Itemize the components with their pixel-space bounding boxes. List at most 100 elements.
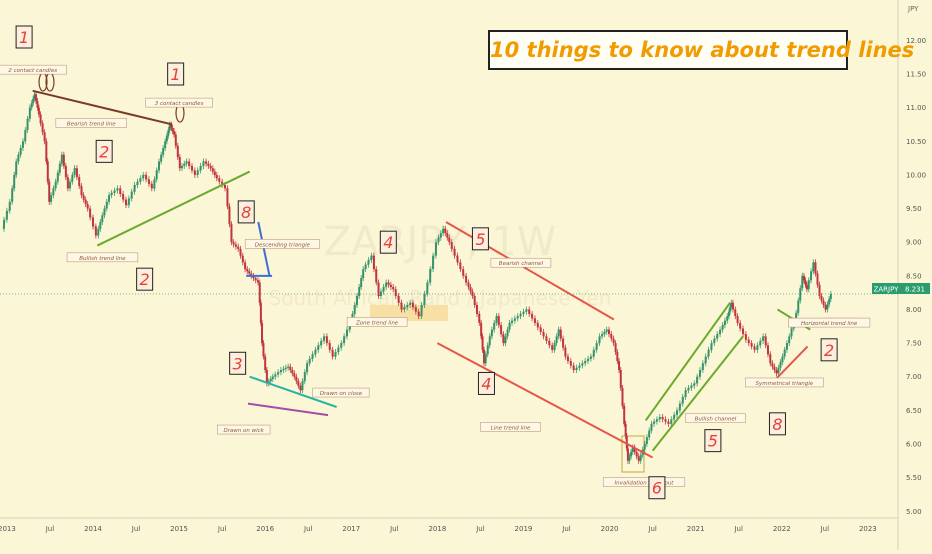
price-axis: 5.00 5.50 6.00 6.50 7.00 7.50 8.00 8.50 9.00 9.50… bbox=[906, 37, 926, 516]
candle-body bbox=[437, 237, 440, 243]
candle-body bbox=[207, 163, 210, 166]
candle-body bbox=[771, 363, 774, 367]
trend-line bbox=[436, 342, 654, 459]
step-number: 8 bbox=[241, 203, 251, 222]
candle-body bbox=[19, 148, 22, 155]
candle-body bbox=[301, 381, 304, 391]
candle-body bbox=[645, 437, 648, 444]
candle-body bbox=[744, 334, 747, 340]
candle-body bbox=[804, 280, 807, 285]
price-tag-value: 8.231 bbox=[905, 286, 925, 294]
candle-body bbox=[43, 132, 46, 142]
candle-body bbox=[678, 403, 681, 411]
candle-body bbox=[403, 307, 406, 310]
candle-body bbox=[696, 376, 699, 384]
candle-body bbox=[164, 141, 167, 148]
candle-body bbox=[303, 372, 306, 382]
annotation-label: Bullish channel bbox=[695, 417, 737, 423]
candle-body bbox=[82, 195, 85, 200]
candle-body bbox=[420, 304, 423, 317]
annotation-label: Zone trend line bbox=[355, 320, 399, 326]
candle-body bbox=[372, 255, 375, 270]
candle-body bbox=[564, 347, 567, 357]
price-line bbox=[2, 93, 832, 462]
candle-body bbox=[667, 421, 670, 424]
candle-body bbox=[183, 163, 186, 166]
candle-body bbox=[101, 215, 104, 222]
candle-body bbox=[653, 421, 656, 424]
x-tick-label: Jul bbox=[131, 525, 141, 533]
y-tick-label: 11.00 bbox=[906, 104, 926, 112]
candle-body bbox=[411, 302, 414, 308]
candle-body bbox=[729, 307, 732, 312]
candle-body bbox=[97, 228, 100, 236]
candle-body bbox=[264, 356, 267, 370]
candle-body bbox=[414, 307, 417, 312]
candle-body bbox=[471, 291, 474, 296]
candle-body bbox=[759, 340, 762, 346]
trend-line bbox=[96, 170, 251, 247]
candle-body bbox=[528, 309, 531, 314]
candle-body bbox=[41, 123, 44, 133]
step-number-box bbox=[768, 412, 786, 436]
candle-body bbox=[103, 208, 106, 216]
candle-body bbox=[790, 328, 793, 337]
annotation-box bbox=[745, 377, 824, 388]
candle-body bbox=[432, 255, 435, 270]
x-tick-label: 2020 bbox=[601, 525, 619, 533]
candle-body bbox=[648, 430, 651, 438]
candle-body bbox=[230, 224, 233, 243]
candle-body bbox=[816, 273, 819, 285]
candle-body bbox=[337, 347, 340, 353]
candle-body bbox=[739, 322, 742, 329]
candle-body bbox=[828, 299, 831, 305]
candle-body bbox=[160, 154, 163, 162]
candle-body bbox=[569, 361, 572, 366]
candle-body bbox=[274, 374, 277, 377]
candle-body bbox=[635, 451, 638, 457]
candle-body bbox=[239, 248, 242, 256]
y-tick-label: 5.50 bbox=[906, 474, 922, 482]
candle-body bbox=[742, 328, 745, 335]
trend-line bbox=[249, 375, 337, 408]
candle-body bbox=[262, 343, 265, 357]
candle-body bbox=[643, 444, 646, 450]
y-tick-label: 8.00 bbox=[906, 306, 922, 314]
annotation-labels: 2 contact candles Bearish trend line 3 con… bbox=[0, 64, 871, 487]
candle-body bbox=[826, 304, 829, 310]
candle-body bbox=[497, 316, 500, 326]
candle-body bbox=[781, 356, 784, 363]
candle-body bbox=[779, 362, 782, 368]
candle-body bbox=[469, 287, 472, 292]
candle-body bbox=[261, 322, 264, 344]
candle-body bbox=[788, 336, 791, 344]
candle-body bbox=[542, 331, 545, 337]
candle-body bbox=[202, 161, 205, 166]
candle-body bbox=[360, 278, 363, 288]
x-tick-label: Jul bbox=[561, 525, 571, 533]
candle-body bbox=[522, 311, 525, 314]
candle-body bbox=[113, 190, 116, 193]
annotation-box bbox=[145, 97, 213, 108]
candle-body bbox=[595, 343, 598, 350]
candle-body bbox=[693, 383, 696, 386]
candle-body bbox=[409, 302, 412, 305]
candle-body bbox=[493, 322, 496, 330]
candle-body bbox=[483, 349, 486, 364]
x-tick-label: Jul bbox=[733, 525, 743, 533]
candle-body bbox=[459, 262, 462, 270]
candle-body bbox=[80, 186, 83, 196]
candle-body bbox=[325, 336, 328, 344]
candle-body bbox=[753, 346, 756, 350]
candle-body bbox=[320, 340, 323, 346]
candle-body bbox=[69, 181, 72, 189]
candle-body bbox=[362, 269, 365, 279]
candle-body bbox=[775, 370, 778, 374]
candle-body bbox=[814, 262, 817, 274]
currency-label: JPY bbox=[907, 5, 919, 13]
candle-body bbox=[805, 284, 808, 290]
candle-body bbox=[619, 370, 622, 388]
candle-body bbox=[86, 204, 89, 209]
candle-body bbox=[601, 334, 604, 337]
candle-body bbox=[308, 358, 311, 364]
